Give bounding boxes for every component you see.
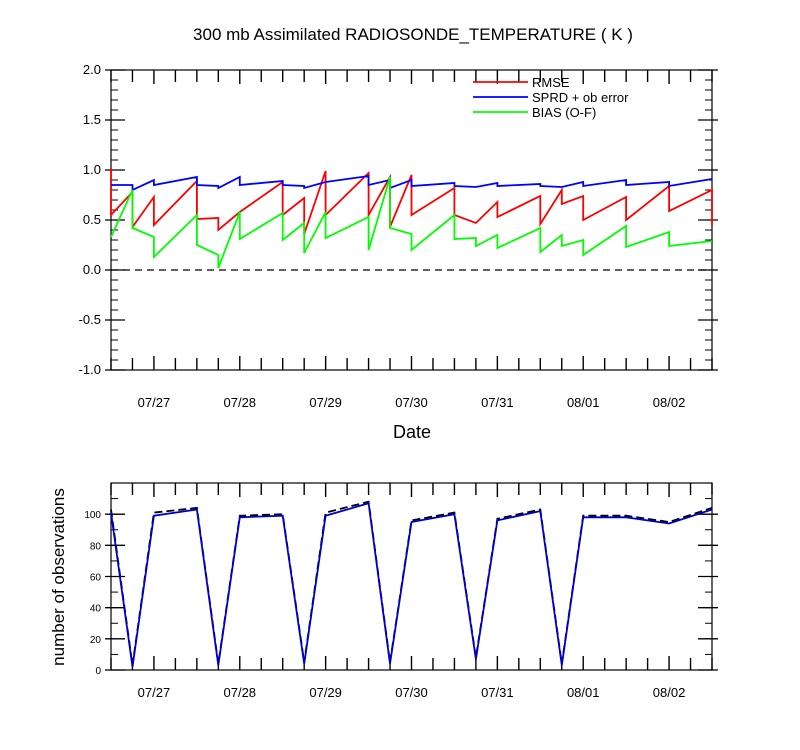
x-tick-label: 08/02 xyxy=(653,685,686,700)
y-tick-label: 1.5 xyxy=(83,112,101,127)
y-tick-label: 0.0 xyxy=(83,262,101,277)
x-tick-label: 08/01 xyxy=(567,395,600,410)
bottom-plot: 07/27 07/28 07/29 07/30 07/31 08/01 08/02 0 20 40… xyxy=(84,482,718,700)
y-axis-label: number of observations xyxy=(49,488,68,666)
x-axis-label: Date xyxy=(393,422,431,442)
y-tick-label: 20 xyxy=(90,635,102,646)
x-tick-label: 07/30 xyxy=(395,685,428,700)
x-tick-label: 07/28 xyxy=(224,395,257,410)
x-tick-label: 07/27 xyxy=(138,685,171,700)
y-tick-label: 60 xyxy=(90,573,102,584)
series-line-bias-o-f- xyxy=(110,176,713,269)
y-tick-label: 1.0 xyxy=(83,162,101,177)
y-tick-label: 0.5 xyxy=(83,212,101,227)
series-line-observations-solid- xyxy=(110,502,713,668)
x-tick-label: 07/29 xyxy=(309,685,342,700)
y-tick-label: 80 xyxy=(90,541,102,552)
x-tick-label: 07/27 xyxy=(138,395,171,410)
series-line-rmse xyxy=(110,168,713,235)
top-plot: 07/27 07/28 07/29 07/30 07/31 08/01 08/02 -1.0 -… xyxy=(79,62,718,410)
x-tick-label: 07/31 xyxy=(481,685,514,700)
plot-frame xyxy=(110,69,713,371)
x-tick-label: 08/01 xyxy=(567,685,600,700)
legend-label: RMSE xyxy=(532,75,570,90)
x-tick-label: 07/31 xyxy=(481,395,514,410)
y-tick-label: -0.5 xyxy=(79,312,101,327)
x-tick-label: 07/30 xyxy=(395,395,428,410)
plot-frame xyxy=(110,482,713,671)
y-tick-label: 100 xyxy=(84,510,101,521)
legend-label: BIAS (O-F) xyxy=(532,105,596,120)
x-tick-label: 07/28 xyxy=(224,685,257,700)
y-tick-label: -1.0 xyxy=(79,362,101,377)
x-tick-label: 07/29 xyxy=(309,395,342,410)
x-tick-label: 08/02 xyxy=(653,395,686,410)
legend-label: SPRD + ob error xyxy=(532,90,629,105)
chart-title: 300 mb Assimilated RADIOSONDE_TEMPERATUR… xyxy=(193,25,633,44)
y-tick-label: 40 xyxy=(90,604,102,615)
y-tick-label: 0 xyxy=(95,666,101,677)
y-tick-label: 2.0 xyxy=(83,62,101,77)
